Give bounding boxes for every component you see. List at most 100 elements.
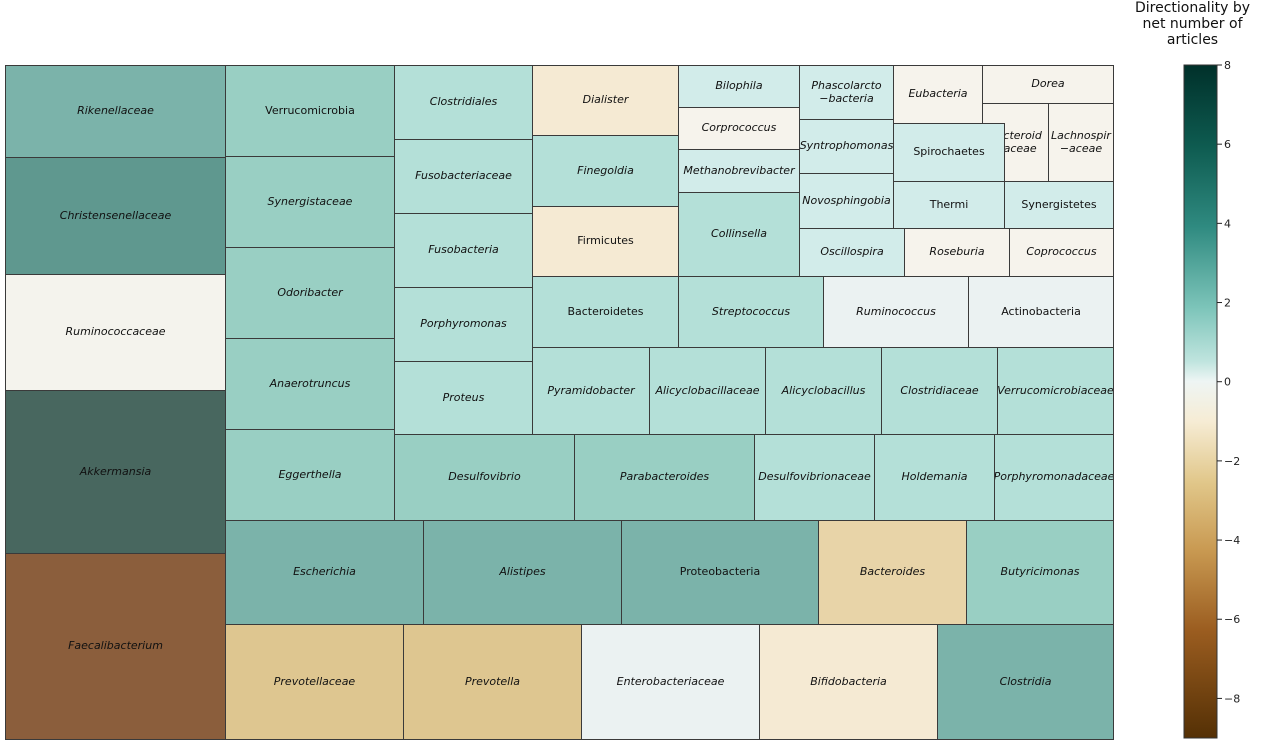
treemap-cell-roseburia: Roseburia (904, 228, 1010, 277)
treemap-cell-bacteroidetes: Bacteroidetes (532, 276, 679, 348)
treemap-cell-label: Verrucomicrobiaceae (997, 383, 1114, 397)
colorbar-tick-label: 6 (1224, 138, 1231, 151)
treemap-cell-proteobacteria: Proteobacteria (621, 520, 819, 625)
treemap-cell-synergistetes: Synergistetes (1004, 181, 1114, 229)
colorbar-tick-label: 0 (1224, 376, 1231, 389)
treemap-cell-eubacteria: Eubacteria (893, 65, 983, 124)
treemap-cell-label: Christensenellaceae (59, 208, 172, 222)
treemap-cell-label: Corprococcus (701, 121, 777, 135)
colorbar-gradient (1183, 64, 1218, 739)
treemap-cell-label: Collinsella (711, 227, 767, 241)
treemap-cell-label: Akkermansia (79, 464, 152, 478)
treemap-cell-label: Enterobacteriaceae (616, 674, 725, 688)
treemap-cell-label: Porphyromonas (420, 317, 507, 331)
treemap-cell-enterobacteriaceae: Enterobacteriaceae (581, 624, 760, 740)
treemap-cell-label: Parabacteroides (619, 470, 710, 484)
treemap-cell-label: Bacteroides (859, 565, 926, 579)
treemap-cell-coprococcus: Coprococcus (1009, 228, 1114, 277)
treemap-cell-butyricimonas: Butyricimonas (966, 520, 1114, 625)
treemap-cell-prevotella: Prevotella (403, 624, 582, 740)
treemap-cell-label: Thermi (929, 197, 969, 211)
treemap-cell-label: Pyramidobacter (547, 383, 635, 397)
treemap-cell-label: Proteus (442, 390, 485, 404)
treemap-cell-label: Methanobrevibacter (683, 163, 795, 177)
treemap-cell-label: Firmicutes (577, 234, 634, 248)
treemap-cell-label: Bacteroidetes (567, 304, 644, 318)
treemap-cell-label: Synergistetes (1021, 197, 1097, 211)
colorbar-ticks: 8 6 4 2 0 −2 −4 −6 −8 (1217, 59, 1240, 705)
treemap-cell-label: Coprococcus (1026, 245, 1097, 259)
treemap-cell-label: Holdemania (901, 470, 968, 484)
treemap-cell-label: Prevotellaceae (273, 674, 356, 688)
treemap-cell-label: Dorea (1031, 77, 1065, 91)
treemap-cell-fusobacteria: Fusobacteria (394, 213, 533, 288)
treemap-cell-alicyclobacillaceae: Alicyclobacillaceae (649, 347, 766, 435)
treemap-cell-dialister: Dialister (532, 65, 679, 136)
colorbar-tick-label: 4 (1224, 217, 1231, 230)
treemap-cell-porphyromonadaceae: Porphyromonadaceae (994, 434, 1114, 521)
treemap-cell-label: Anaerotruncus (269, 376, 351, 390)
treemap-cell-escherichia: Escherichia (225, 520, 424, 625)
treemap-cell-corprococcus: Corprococcus (678, 107, 800, 150)
treemap-cell-label: Butyricimonas (1000, 565, 1080, 579)
treemap-cell-label: Escherichia (293, 565, 356, 579)
treemap-cell-label: Clostridiaceae (900, 383, 979, 397)
colorbar-tick-label: −4 (1224, 534, 1240, 547)
treemap-cell-verrucomicrobiaceae: Verrucomicrobiaceae (997, 347, 1114, 435)
treemap-cell-spirochaetes: Spirochaetes (893, 123, 1005, 182)
treemap-cell-prevotellaceae: Prevotellaceae (225, 624, 404, 740)
treemap-cell-parabacteroides: Parabacteroides (574, 434, 755, 521)
treemap-cell-label: Proteobacteria (679, 565, 761, 579)
treemap-cell-desulfovibrionaceae: Desulfovibrionaceae (754, 434, 875, 521)
treemap-cell-alicyclobacillus: Alicyclobacillus (765, 347, 882, 435)
treemap-cell-ruminococcaceae: Ruminococcaceae (5, 274, 226, 391)
colorbar-tick-label: 2 (1224, 297, 1231, 310)
treemap-cell-label: Roseburia (929, 245, 985, 259)
treemap-cell-label: Alicyclobacillus (781, 383, 866, 397)
colorbar-tick-label: 8 (1224, 59, 1231, 72)
treemap-cell-bacteroides: Bacteroides (818, 520, 967, 625)
treemap-cell-label: Streptococcus (711, 304, 791, 318)
treemap-cell-label: Faecalibacterium (68, 639, 163, 653)
colorbar-tick-label: −6 (1224, 613, 1240, 626)
treemap-cell-label: Odoribacter (277, 285, 343, 299)
treemap-cell-finegoldia: Finegoldia (532, 135, 679, 207)
treemap-cell-eggerthella: Eggerthella (225, 429, 395, 521)
treemap-cell-label: Eubacteria (908, 87, 968, 101)
treemap-cell-label: Actinobacteria (1001, 304, 1081, 318)
treemap-cell-label: Fusobacteriaceae (415, 169, 512, 183)
treemap-cell-label: Lachnospir −aceae (1051, 128, 1111, 155)
treemap-cell-actinobacteria: Actinobacteria (968, 276, 1114, 348)
treemap-cell-label: Verrucomicrobia (265, 103, 355, 117)
treemap-cell-label: Ruminococcaceae (65, 325, 166, 339)
treemap-cell-label: Bifidobacteria (810, 674, 887, 688)
treemap-cell-label: Oscillospira (820, 245, 884, 259)
treemap-cell-label: Prevotella (464, 674, 521, 688)
treemap-cell-fusobacteriaceae: Fusobacteriaceae (394, 139, 533, 214)
treemap-cell-label: Clostridia (999, 674, 1052, 688)
colorbar-tick-label: −8 (1224, 692, 1240, 705)
treemap-cell-clostridia: Clostridia (937, 624, 1114, 740)
colorbar-title: Directionality by net number of articles (1134, 0, 1250, 48)
treemap-cell-faecalibacterium: Faecalibacterium (5, 553, 226, 740)
treemap-cell-label: Clostridiales (429, 95, 498, 109)
treemap-cell-label: Eggerthella (278, 467, 342, 481)
treemap-cell-christensenellaceae: Christensenellaceae (5, 157, 226, 275)
treemap-cell-oscillospira: Oscillospira (799, 228, 905, 277)
treemap-cell-anaerotruncus: Anaerotruncus (225, 338, 395, 430)
treemap-cell-clostridiales: Clostridiales (394, 65, 533, 140)
treemap-cell-firmicutes: Firmicutes (532, 206, 679, 277)
treemap-cell-label: Alicyclobacillaceae (655, 383, 760, 397)
treemap-cell-thermi: Thermi (893, 181, 1005, 229)
treemap-cell-label: Desulfovibrionaceae (758, 470, 871, 484)
treemap-cell-lachnospir-aceae: Lachnospir −aceae (1048, 103, 1114, 182)
colorbar-tick-label: −2 (1224, 455, 1240, 468)
treemap-cell-label: Finegoldia (577, 163, 634, 177)
treemap-cell-label: Desulfovibrio (448, 470, 521, 484)
treemap-cell-rikenellaceae: Rikenellaceae (5, 65, 226, 158)
treemap-cell-collinsella: Collinsella (678, 192, 800, 277)
treemap-cell-label: Synergistaceae (267, 194, 353, 208)
treemap-cell-label: Novosphingobia (802, 193, 891, 207)
treemap-cell-verrucomicrobia: Verrucomicrobia (225, 65, 395, 157)
